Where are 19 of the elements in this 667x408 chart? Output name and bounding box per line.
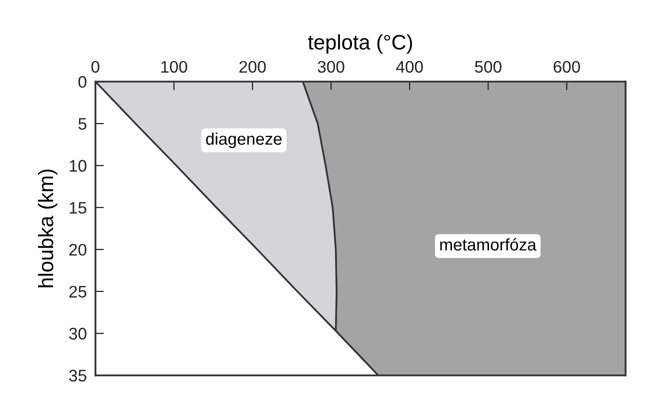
y-tick-label: 5	[78, 118, 86, 130]
y-axis-title: hloubka (km)	[38, 170, 58, 288]
y-tick-label: 10	[70, 160, 86, 172]
y-tick-label: 0	[78, 76, 86, 88]
annotation: metamorfóza	[440, 238, 536, 251]
y-tick-label: 30	[69, 328, 86, 340]
x-tick-label: 0	[91, 60, 100, 73]
x-tick-label: 600	[554, 60, 580, 73]
x-tick-label: 400	[396, 60, 423, 73]
x-axis-title: teplota (°C)	[308, 34, 412, 54]
annotation: diageneze	[206, 132, 282, 148]
y-tick-label: 25	[69, 286, 86, 298]
x-tick-label: 100	[161, 60, 188, 73]
x-tick-label: 300	[318, 60, 344, 73]
y-tick-label: 35	[69, 370, 86, 382]
x-tick-label: 500	[474, 60, 502, 73]
y-tick-label: 15	[70, 202, 86, 214]
x-tick-label: 200	[239, 60, 266, 73]
y-tick-label: 20	[69, 244, 86, 256]
